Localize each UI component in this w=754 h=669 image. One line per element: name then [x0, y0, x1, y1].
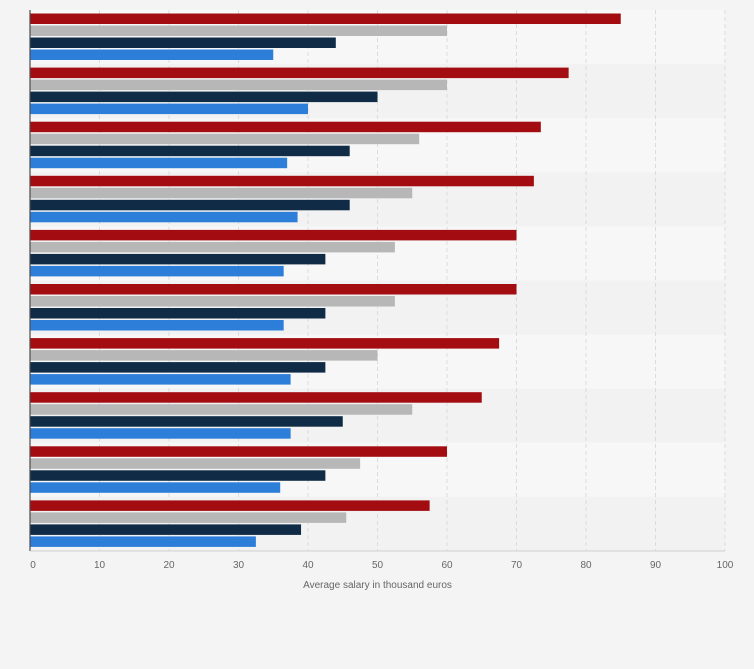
x-tick-label: 50	[372, 560, 384, 571]
bar	[30, 500, 430, 511]
bar	[30, 175, 534, 187]
bar	[30, 392, 482, 403]
bar	[30, 428, 291, 439]
x-tick-label: 90	[650, 560, 662, 571]
bar	[30, 187, 413, 199]
bar	[30, 91, 378, 103]
bar	[30, 103, 308, 115]
bar	[30, 374, 291, 385]
bar	[30, 284, 517, 295]
bar	[30, 157, 288, 169]
bar	[30, 404, 413, 415]
x-tick-label: 20	[163, 560, 175, 571]
bar	[30, 308, 326, 319]
bar	[30, 49, 274, 60]
bar	[30, 133, 420, 145]
bar	[30, 296, 395, 307]
bar	[30, 265, 284, 277]
bar	[30, 121, 541, 133]
x-tick-label: 100	[717, 560, 734, 571]
bar	[30, 470, 326, 481]
bar	[30, 338, 500, 349]
bar	[30, 416, 343, 427]
bar	[30, 458, 361, 469]
bar	[30, 512, 347, 523]
bar	[30, 199, 350, 211]
bar	[30, 524, 302, 535]
bar	[30, 25, 447, 36]
bar	[30, 211, 298, 223]
bar	[30, 536, 256, 547]
row-bands	[30, 10, 725, 551]
x-tick-label: 40	[302, 560, 314, 571]
bar	[30, 37, 336, 48]
bar	[30, 79, 447, 91]
bar	[30, 362, 326, 373]
bar	[30, 253, 326, 265]
x-tick-label: 80	[580, 560, 592, 571]
bar	[30, 482, 281, 493]
bar	[30, 350, 378, 361]
x-tick-label: 10	[94, 560, 106, 571]
axes	[29, 10, 725, 552]
bar	[30, 320, 284, 331]
x-tick-label: 0	[30, 560, 36, 571]
x-tick-label: 30	[233, 560, 245, 571]
bar	[30, 446, 447, 457]
x-tick-label: 70	[511, 560, 523, 571]
bar	[30, 145, 350, 157]
bar	[30, 13, 621, 24]
x-tick-label: 60	[441, 560, 453, 571]
x-axis-title: Average salary in thousand euros	[303, 580, 452, 591]
x-tick-labels: 0 10 20 30 40 50 60 70 80 90 100	[30, 560, 734, 571]
bar	[30, 241, 395, 253]
bar	[30, 229, 517, 241]
bar	[30, 67, 569, 79]
bars	[30, 13, 621, 547]
